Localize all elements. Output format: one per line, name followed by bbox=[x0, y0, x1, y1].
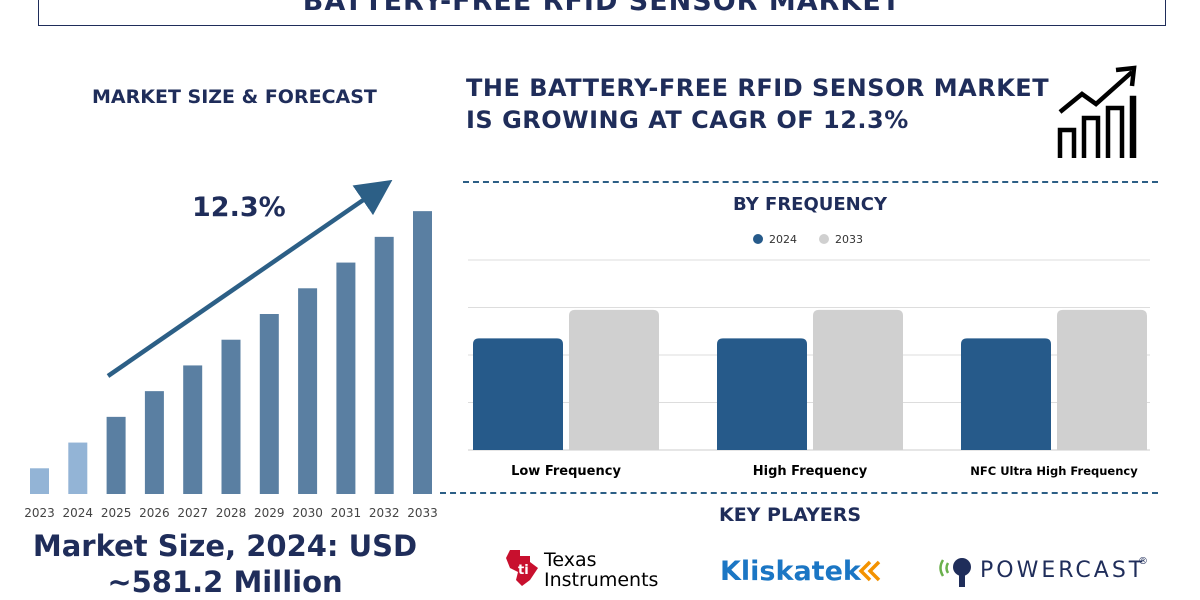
market-size-line1: Market Size, 2024: USD bbox=[32, 529, 418, 563]
ti-line2: Instruments bbox=[544, 569, 658, 590]
forecast-bar-2025 bbox=[106, 416, 126, 494]
frequency-chart: 2024 2033 Low Frequency High Frequency NFC … bbox=[468, 233, 1150, 479]
legend-label-2024: 2024 bbox=[769, 233, 797, 246]
page-title: BATTERY-FREE RFID SENSOR MARKET bbox=[302, 0, 902, 17]
freq-bar-2033-2 bbox=[813, 309, 903, 450]
forecast-bar-2023 bbox=[30, 468, 49, 494]
ti-mark-icon bbox=[506, 550, 538, 586]
divider-top bbox=[463, 181, 1158, 183]
freq-bar-2033-1 bbox=[569, 309, 659, 450]
forecast-bar-2032 bbox=[374, 236, 394, 494]
forecast-tick-2029: 2029 bbox=[254, 506, 285, 520]
powercast-registered: ® bbox=[1138, 556, 1148, 567]
forecast-tick-2023: 2023 bbox=[24, 506, 55, 520]
forecast-chart: 2023 2024 2025 2026 2027 2028 2029 2030 2031 2032… bbox=[24, 180, 438, 520]
forecast-bar-2029 bbox=[259, 314, 279, 494]
freq-bar-2033-3 bbox=[1057, 309, 1147, 450]
double-chevron-icon bbox=[858, 560, 881, 582]
freq-category-label-3: NFC Ultra High Frequency bbox=[970, 464, 1138, 478]
forecast-bar-2031 bbox=[336, 262, 356, 494]
freq-category-label-1: Low Frequency bbox=[511, 464, 621, 479]
texas-instruments-logo: ti Texas Instruments bbox=[500, 546, 680, 594]
freq-bar-2024-3 bbox=[961, 338, 1051, 450]
forecast-tick-2028: 2028 bbox=[216, 506, 247, 520]
svg-text:ti: ti bbox=[518, 563, 529, 578]
forecast-tick-2024: 2024 bbox=[63, 506, 94, 520]
kliskatek-wordmark: Kliskatek bbox=[720, 556, 862, 587]
legend-label-2033: 2033 bbox=[835, 233, 863, 246]
market-size-line2: ~581.2 Million bbox=[107, 565, 343, 599]
growth-chart-icon bbox=[1057, 65, 1137, 158]
ti-line1: Texas bbox=[543, 549, 597, 571]
cagr-label: 12.3% bbox=[192, 192, 286, 223]
forecast-bar-2033 bbox=[413, 211, 432, 494]
key-players-title: KEY PLAYERS bbox=[718, 504, 862, 526]
headline-line1: THE BATTERY-FREE RFID SENSOR MARKET bbox=[466, 74, 1050, 102]
cagr-headline: THE BATTERY-FREE RFID SENSOR MARKET IS G… bbox=[466, 72, 1066, 136]
title-box: BATTERY-FREE RFID SENSOR MARKET bbox=[38, 0, 1166, 26]
powercast-logo: POWERCAST ® bbox=[936, 550, 1156, 598]
kliskatek-logo: Kliskatek bbox=[720, 552, 890, 596]
forecast-tick-2027: 2027 bbox=[177, 506, 208, 520]
frequency-title: BY FREQUENCY bbox=[732, 194, 887, 215]
headline-line2: IS GROWING AT CAGR OF 12.3% bbox=[466, 106, 909, 134]
forecast-tick-2032: 2032 bbox=[369, 506, 400, 520]
forecast-tick-2026: 2026 bbox=[139, 506, 170, 520]
forecast-bar-2028 bbox=[221, 339, 241, 494]
forecast-bar-2026 bbox=[144, 391, 164, 494]
forecast-bar-2024 bbox=[68, 442, 88, 494]
divider-bottom bbox=[440, 492, 1158, 494]
wireless-plug-icon bbox=[939, 559, 950, 577]
legend-swatch-2033 bbox=[819, 234, 829, 244]
forecast-bar-2027 bbox=[183, 365, 203, 494]
forecast-bar-2030 bbox=[298, 288, 318, 494]
market-size-subtitle: MARKET SIZE & FORECAST bbox=[92, 86, 377, 108]
legend-swatch-2024 bbox=[753, 234, 763, 244]
forecast-tick-2030: 2030 bbox=[292, 506, 323, 520]
powercast-wordmark: POWERCAST bbox=[980, 558, 1145, 583]
freq-category-label-2: High Frequency bbox=[753, 464, 868, 479]
freq-bar-2024-1 bbox=[473, 338, 563, 450]
forecast-tick-2031: 2031 bbox=[331, 506, 362, 520]
growth-arrow bbox=[106, 180, 393, 378]
freq-bar-2024-2 bbox=[717, 338, 807, 450]
forecast-tick-2025: 2025 bbox=[101, 506, 132, 520]
forecast-tick-2033: 2033 bbox=[407, 506, 438, 520]
market-size-text: Market Size, 2024: USD ~581.2 Million bbox=[10, 528, 440, 600]
